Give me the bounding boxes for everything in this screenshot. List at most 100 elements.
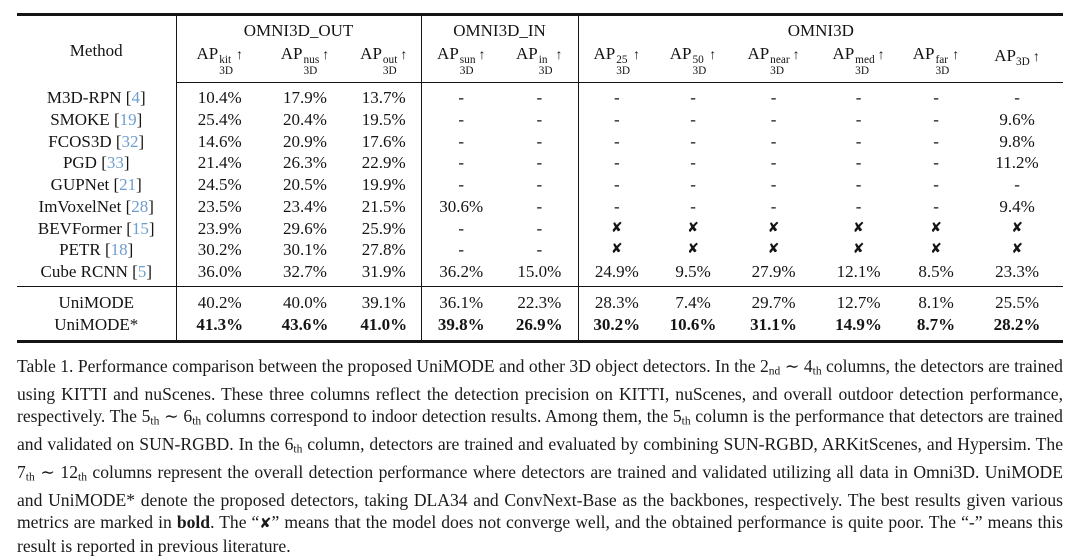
ap-value-cell: -: [458, 88, 465, 107]
ap-subscript: 3D: [935, 64, 950, 77]
column-header-ap-in: AP in 3D ↑: [501, 42, 579, 83]
x-mark-cell: ✘: [610, 219, 623, 236]
ap-value-cell: 10.6%: [669, 315, 717, 335]
column-header-ap-far: AP far 3D ↑: [901, 42, 972, 83]
ap-value-cell: -: [613, 153, 620, 173]
method-name: GUPNet: [50, 175, 110, 195]
ap-value-cell: -: [933, 109, 939, 129]
ap-value-cell: 29.6%: [283, 218, 327, 238]
up-arrow-icon: ↑: [322, 48, 330, 63]
citation-number[interactable]: 33: [106, 153, 124, 173]
table-row-unimode: UniMODE 40.2% 40.0% 39.1% 36.1% 22.3% 28.3% 7.4…: [17, 286, 1063, 314]
column-header-method: Method: [17, 14, 177, 83]
citation-number[interactable]: 19: [119, 109, 137, 129]
ap-value-cell: 13.7%: [347, 82, 422, 109]
ap-superscript: med: [855, 54, 875, 66]
caption-sub: th: [293, 443, 303, 456]
ap-value-cell: 12.1%: [816, 260, 902, 288]
ap-value-cell: -: [933, 131, 939, 151]
ap-value-cell: 30.6%: [439, 196, 484, 216]
citation-link[interactable]: [32]: [111, 131, 145, 151]
ap-superscript: in: [538, 54, 548, 66]
ap-value-cell: 36.0%: [176, 260, 263, 288]
ap-value-cell: -: [855, 109, 862, 129]
citation-link[interactable]: [15]: [121, 218, 155, 238]
method-cell: PGD [33]: [17, 151, 177, 174]
method-cell: BEVFormer [15]: [17, 217, 177, 240]
citation-number[interactable]: 15: [131, 218, 149, 238]
ap-sup-sub: near 3D: [770, 55, 789, 76]
ap-label: AP: [747, 44, 770, 63]
citation-number[interactable]: 4: [131, 87, 140, 107]
x-mark-cell: ✘: [1011, 219, 1023, 236]
ap-value-cell: 23.9%: [197, 218, 242, 238]
method-cell: M3D-RPN [4]: [17, 82, 177, 109]
caption-text: columns, the detectors are trained using…: [17, 356, 1063, 427]
ap-subscript: 3D: [616, 64, 631, 77]
ap-label: AP: [994, 46, 1017, 65]
ap-superscript: near: [770, 54, 790, 66]
x-mark-cell: ✘: [930, 219, 942, 236]
table-row-imvoxelnet: ImVoxelNet [28] 23.5% 23.4% 21.5% 30.6% - - - - -…: [17, 195, 1063, 218]
ap-value-cell: -: [770, 153, 777, 173]
ap-value-cell: -: [613, 109, 620, 129]
up-arrow-icon: ↑: [236, 48, 244, 63]
caption-text: Table 1. Performance comparison between …: [17, 356, 769, 377]
ap-subscript: 3D: [692, 64, 707, 77]
citation-link[interactable]: [33]: [96, 153, 130, 173]
method-cell: ImVoxelNet [28]: [17, 195, 177, 218]
table-row-smoke: SMOKE [19] 25.4% 20.4% 19.5% - - - - - - - 9.6%: [17, 108, 1063, 131]
caption-sub: th: [150, 415, 160, 428]
ap-value-cell: -: [933, 88, 939, 107]
ap-value-cell: 23.3%: [971, 260, 1064, 288]
ap-value-cell: -: [458, 153, 465, 173]
ap-value-cell: 19.5%: [347, 108, 422, 131]
caption-sub: th: [78, 471, 87, 484]
citation-link[interactable]: [21]: [109, 175, 142, 195]
ap-value-cell: 28.3%: [594, 293, 639, 313]
x-mark-cell: ✘: [687, 219, 699, 236]
ap-value-cell: 30.2%: [197, 240, 242, 260]
ap-value-cell: 8.5%: [901, 260, 972, 288]
citation-link[interactable]: [5]: [127, 262, 152, 282]
method-cell: GUPNet [21]: [17, 173, 177, 196]
ap-superscript: out: [382, 54, 398, 66]
table-row-fcos3d: FCOS3D [32] 14.6% 20.9% 17.6% - - - - - - - 9.8%: [17, 130, 1063, 152]
ap-value-cell: -: [933, 196, 939, 216]
results-table: Method OMNI3D_OUT OMNI3D_IN OMNI3D AP kit 3D ↑ A…: [17, 13, 1064, 344]
ap-value-cell: 40.0%: [283, 293, 327, 313]
citation-link[interactable]: [19]: [109, 109, 143, 129]
ap-value-cell: 32.7%: [263, 260, 347, 288]
ap-value-cell: -: [501, 130, 579, 152]
ap-label: AP: [360, 44, 382, 63]
table-row-unimode-star: UniMODE* 41.3% 43.6% 41.0% 39.8% 26.9% 30.2% 10…: [17, 313, 1063, 342]
ap-sup-sub: in 3D: [539, 55, 553, 76]
ap-subscript: 3D: [1016, 56, 1030, 68]
column-header-ap-med: AP med 3D ↑: [816, 42, 902, 83]
citation-number[interactable]: 5: [137, 262, 147, 282]
citation-link[interactable]: [28]: [121, 196, 154, 216]
ap-value-cell: -: [458, 218, 465, 238]
method-name: UniMODE: [58, 293, 135, 313]
caption-sub: th: [192, 415, 202, 428]
citation-link[interactable]: [4]: [121, 87, 146, 107]
ap-value-cell: 31.1%: [750, 315, 797, 335]
ap-sup-sub: 25 3D: [616, 55, 630, 76]
ap-value-cell: 7.4%: [675, 293, 711, 313]
ap-value-cell: -: [770, 131, 777, 151]
ap-label: AP: [832, 44, 855, 63]
citation-number[interactable]: 18: [110, 240, 128, 260]
column-header-ap-near: AP near 3D ↑: [731, 42, 817, 83]
method-name: PGD: [62, 153, 97, 173]
method-name: Cube RCNN: [40, 262, 128, 282]
citation-number[interactable]: 28: [131, 196, 149, 216]
ap-subscript: 3D: [459, 64, 474, 77]
citation-link[interactable]: [18]: [100, 240, 134, 260]
up-arrow-icon: ↑: [633, 48, 641, 63]
ap-value-cell: 40.2%: [197, 293, 242, 313]
ap-value-cell: 25.9%: [347, 217, 422, 240]
citation-number[interactable]: 21: [119, 175, 137, 195]
ap-value-cell: 8.7%: [916, 315, 956, 335]
citation-number[interactable]: 32: [121, 131, 139, 151]
ap-value-cell: 39.1%: [347, 286, 422, 314]
